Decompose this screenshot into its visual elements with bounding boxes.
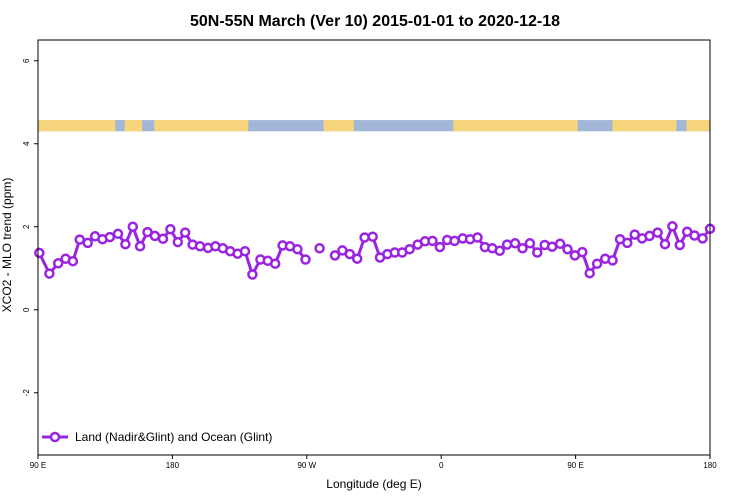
- y-tick-label: 6: [22, 58, 31, 63]
- data-point: [667, 221, 678, 232]
- data-point: [120, 238, 131, 250]
- data-point: [134, 241, 146, 252]
- data-point: [652, 227, 663, 238]
- data-point: [172, 236, 184, 248]
- data-point: [179, 227, 191, 238]
- x-tick-label: 180: [166, 461, 180, 470]
- chart-title: 50N-55N March (Ver 10) 2015-01-01 to 202…: [190, 13, 560, 30]
- land-ocean-band: [38, 120, 710, 132]
- x-tick-label: 90 E: [30, 461, 46, 470]
- x-axis-label: Longitude (deg E): [326, 477, 421, 491]
- data-point: [509, 238, 521, 249]
- data-point: [562, 243, 573, 255]
- data-point: [367, 231, 378, 242]
- data-point: [524, 238, 536, 249]
- data-point: [449, 235, 460, 247]
- data-point: [67, 255, 79, 267]
- data-point: [697, 233, 708, 244]
- plot-frame: [37, 39, 711, 456]
- data-point: [104, 231, 116, 243]
- data-point: [344, 248, 356, 260]
- data-point: [532, 247, 543, 258]
- data-point: [434, 241, 446, 253]
- data-point: [644, 230, 655, 242]
- data-point: [300, 254, 311, 265]
- land-span: [686, 120, 710, 132]
- data-point: [127, 221, 139, 232]
- data-point: [359, 232, 370, 243]
- y-tick-label: -2: [22, 389, 31, 397]
- data-point: [622, 237, 633, 249]
- data-point: [194, 241, 206, 252]
- data-point: [82, 237, 93, 249]
- land-span: [124, 120, 143, 132]
- x-tick-label: 180: [703, 461, 717, 470]
- data-point: [34, 247, 45, 259]
- series: [34, 221, 716, 280]
- land-span: [154, 120, 249, 132]
- data-point: [329, 250, 341, 261]
- land-span: [612, 120, 677, 132]
- data-point: [472, 232, 483, 243]
- data-point: [165, 223, 176, 235]
- data-point: [351, 253, 363, 264]
- y-axis-label: XCO2 - MLO trend (ppm): [0, 178, 14, 313]
- ocean-band: [38, 120, 710, 132]
- y-tick-label: 2: [22, 224, 31, 229]
- data-point: [494, 245, 505, 257]
- land-span: [38, 120, 116, 132]
- data-point: [554, 238, 566, 250]
- data-point: [239, 245, 251, 257]
- data-point: [517, 243, 528, 254]
- data-point: [292, 243, 303, 255]
- legend: Land (Nadir&Glint) and Ocean (Glint): [42, 430, 272, 444]
- x-tick-label: 0: [439, 461, 444, 470]
- data-point: [247, 269, 258, 280]
- x-tick-label: 90 E: [567, 461, 583, 470]
- data-point: [404, 243, 415, 255]
- data-point: [52, 258, 64, 269]
- land-span: [453, 120, 578, 132]
- data-point: [674, 239, 686, 251]
- data-point: [659, 238, 671, 250]
- y-axis: -2 0 2 4 6: [22, 58, 38, 396]
- data-point: [607, 255, 618, 266]
- x-axis: 90 E 180 90 W 0 90 E 180: [30, 455, 717, 470]
- land-span: [323, 120, 354, 132]
- data-point: [427, 235, 438, 247]
- data-point: [112, 228, 124, 240]
- data-point: [501, 239, 513, 250]
- x-tick-label: 90 W: [297, 461, 316, 470]
- data-point: [584, 267, 595, 279]
- data-point: [577, 246, 588, 258]
- data-point: [591, 258, 603, 269]
- y-tick-label: 0: [22, 307, 31, 312]
- data-point: [44, 268, 55, 279]
- data-point: [314, 243, 325, 254]
- data-point: [689, 230, 700, 241]
- series-layer: [34, 221, 716, 280]
- y-tick-label: 4: [22, 141, 31, 146]
- legend-marker: [49, 431, 61, 443]
- data-point: [269, 258, 281, 269]
- legend-label: Land (Nadir&Glint) and Ocean (Glint): [75, 430, 272, 444]
- data-point: [149, 230, 161, 242]
- data-point: [157, 233, 169, 245]
